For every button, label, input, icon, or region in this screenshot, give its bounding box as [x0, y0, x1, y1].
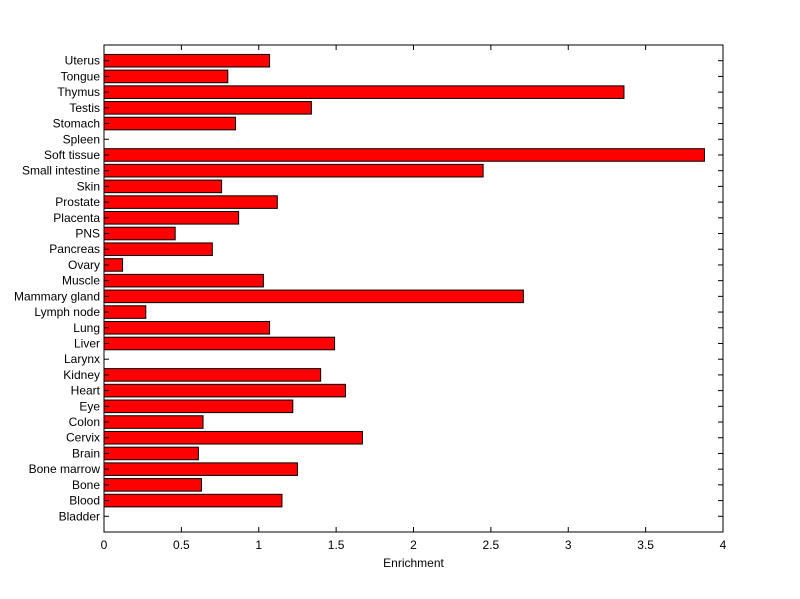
y-tick-label-bladder: Bladder: [59, 509, 100, 523]
y-tick-label-spleen: Spleen: [63, 132, 100, 146]
y-tick-label-stomach: Stomach: [53, 117, 100, 131]
bar-soft-tissue: [103, 148, 705, 162]
bar-bone: [103, 478, 202, 492]
bars-group: [103, 53, 705, 508]
y-tick-label-colon: Colon: [69, 415, 100, 429]
x-tick-label-5: 2.5: [483, 538, 500, 552]
bar-thymus: [103, 85, 625, 99]
x-tick-label-3: 1.5: [328, 538, 345, 552]
bar-heart: [103, 383, 346, 398]
bar-liver: [103, 336, 336, 351]
y-tick-label-testis: Testis: [69, 101, 100, 115]
bar-uterus: [103, 53, 271, 68]
bar-testis: [103, 101, 312, 115]
x-tick-label-6: 3: [565, 538, 572, 552]
y-tick-label-lung: Lung: [73, 321, 100, 335]
y-tick-label-prostate: Prostate: [55, 195, 100, 209]
bar-kidney: [103, 368, 322, 382]
y-tick-label-soft-tissue: Soft tissue: [44, 148, 100, 162]
y-tick-label-eye: Eye: [79, 399, 100, 413]
bar-stomach: [103, 116, 237, 131]
y-tick-label-small-intestine: Small intestine: [22, 164, 100, 178]
bar-cervix: [103, 430, 363, 445]
bar-eye: [103, 399, 294, 414]
x-tick-label-1: 0.5: [173, 538, 190, 552]
y-tick-label-muscle: Muscle: [62, 274, 100, 288]
y-tick-label-blood: Blood: [69, 494, 100, 508]
bar-blood: [103, 493, 283, 508]
y-tick-label-kidney: Kidney: [63, 368, 100, 382]
y-tick-label-cervix: Cervix: [66, 431, 100, 445]
y-tick-label-thymus: Thymus: [57, 85, 100, 99]
y-tick-label-liver: Liver: [74, 336, 100, 350]
y-tick-label-bone: Bone: [72, 478, 100, 492]
bar-pns: [103, 226, 176, 241]
bar-bone-marrow: [103, 462, 298, 476]
y-tick-label-ovary: Ovary: [68, 258, 100, 272]
bar-muscle: [103, 273, 264, 288]
y-tick-label-pancreas: Pancreas: [49, 242, 100, 256]
y-tick-label-bone-marrow: Bone marrow: [29, 462, 101, 476]
y-tick-label-placenta: Placenta: [53, 211, 100, 225]
plot-area-frame: [103, 44, 724, 533]
bar-lung: [103, 320, 271, 335]
y-tick-label-lymph-node: Lymph node: [34, 305, 100, 319]
bar-skin: [103, 179, 223, 194]
bar-lymph-node: [103, 305, 147, 319]
x-tick-label-2: 1: [255, 538, 262, 552]
y-tick-label-larynx: Larynx: [64, 352, 100, 366]
y-tick-label-uterus: Uterus: [65, 54, 100, 68]
bar-small-intestine: [103, 163, 484, 178]
y-tick-label-pns: PNS: [75, 227, 100, 241]
x-tick-label-0: 0: [101, 538, 108, 552]
bar-brain: [103, 446, 199, 461]
x-tick-label-4: 2: [410, 538, 417, 552]
y-tick-label-skin: Skin: [77, 179, 100, 193]
x-tick-label-8: 4: [720, 538, 727, 552]
x-axis-label: Enrichment: [383, 556, 444, 570]
y-tick-label-brain: Brain: [72, 446, 100, 460]
bar-prostate: [103, 195, 278, 209]
bar-pancreas: [103, 242, 213, 257]
bar-tongue: [103, 69, 229, 84]
y-tick-label-mammary-gland: Mammary gland: [14, 289, 100, 303]
y-tick-label-tongue: Tongue: [61, 69, 101, 83]
x-tick-label-7: 3.5: [637, 538, 654, 552]
bar-placenta: [103, 211, 240, 225]
bar-colon: [103, 415, 204, 429]
bar-mammary-gland: [103, 289, 524, 304]
y-tick-label-heart: Heart: [71, 384, 101, 398]
